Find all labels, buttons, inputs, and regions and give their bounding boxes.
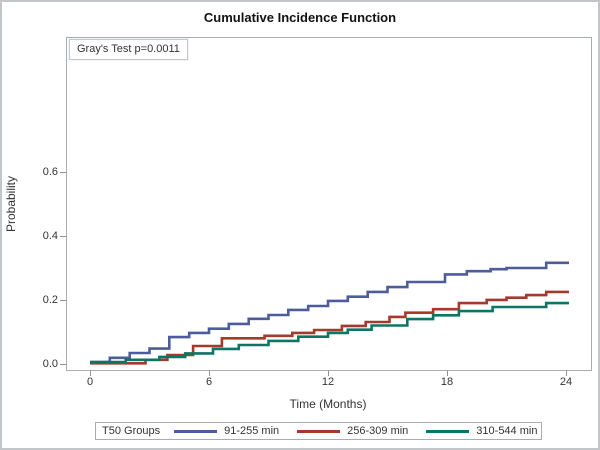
cif-curve-91-255-min xyxy=(90,261,569,364)
y-tick-label: 0.0 xyxy=(42,358,58,370)
x-tick-label: 0 xyxy=(86,376,94,388)
legend-line-swatch xyxy=(174,429,218,433)
legend-entries: 91-255 min 256-309 min 310-544 min xyxy=(174,425,541,437)
y-tick-label: 0.4 xyxy=(42,230,58,242)
legend-title: T50 Groups xyxy=(102,425,161,437)
legend-entry-label: 91-255 min xyxy=(224,425,280,437)
legend-entry-label: 310-544 min xyxy=(476,425,538,437)
legend-line-swatch xyxy=(426,429,470,433)
y-axis-label: Probability xyxy=(4,175,18,233)
plot-frame xyxy=(66,37,592,371)
x-tick-label: 18 xyxy=(440,376,454,388)
legend-entry: 91-255 min xyxy=(174,425,279,437)
legend-line-swatch xyxy=(297,429,341,433)
cif-curve-256-309-min xyxy=(90,290,569,365)
legend-entry: 256-309 min xyxy=(297,425,408,437)
x-tick-label: 24 xyxy=(559,376,573,388)
x-tick-label: 6 xyxy=(205,376,213,388)
cif-curve-310-544-min xyxy=(90,301,569,364)
legend: T50 Groups 91-255 min 256-309 min 310-544 … xyxy=(95,422,542,440)
legend-entry-label: 256-309 min xyxy=(347,425,409,437)
legend-entry: 310-544 min xyxy=(426,425,537,437)
grays-test-annotation: Gray's Test p=0.0011 xyxy=(69,39,188,60)
y-tick-label: 0.6 xyxy=(42,166,58,178)
x-tick-label: 12 xyxy=(321,376,335,388)
y-tick-label: 0.2 xyxy=(42,294,58,306)
chart-title: Cumulative Incidence Function xyxy=(203,10,397,25)
x-axis-label: Time (Months) xyxy=(289,397,367,411)
